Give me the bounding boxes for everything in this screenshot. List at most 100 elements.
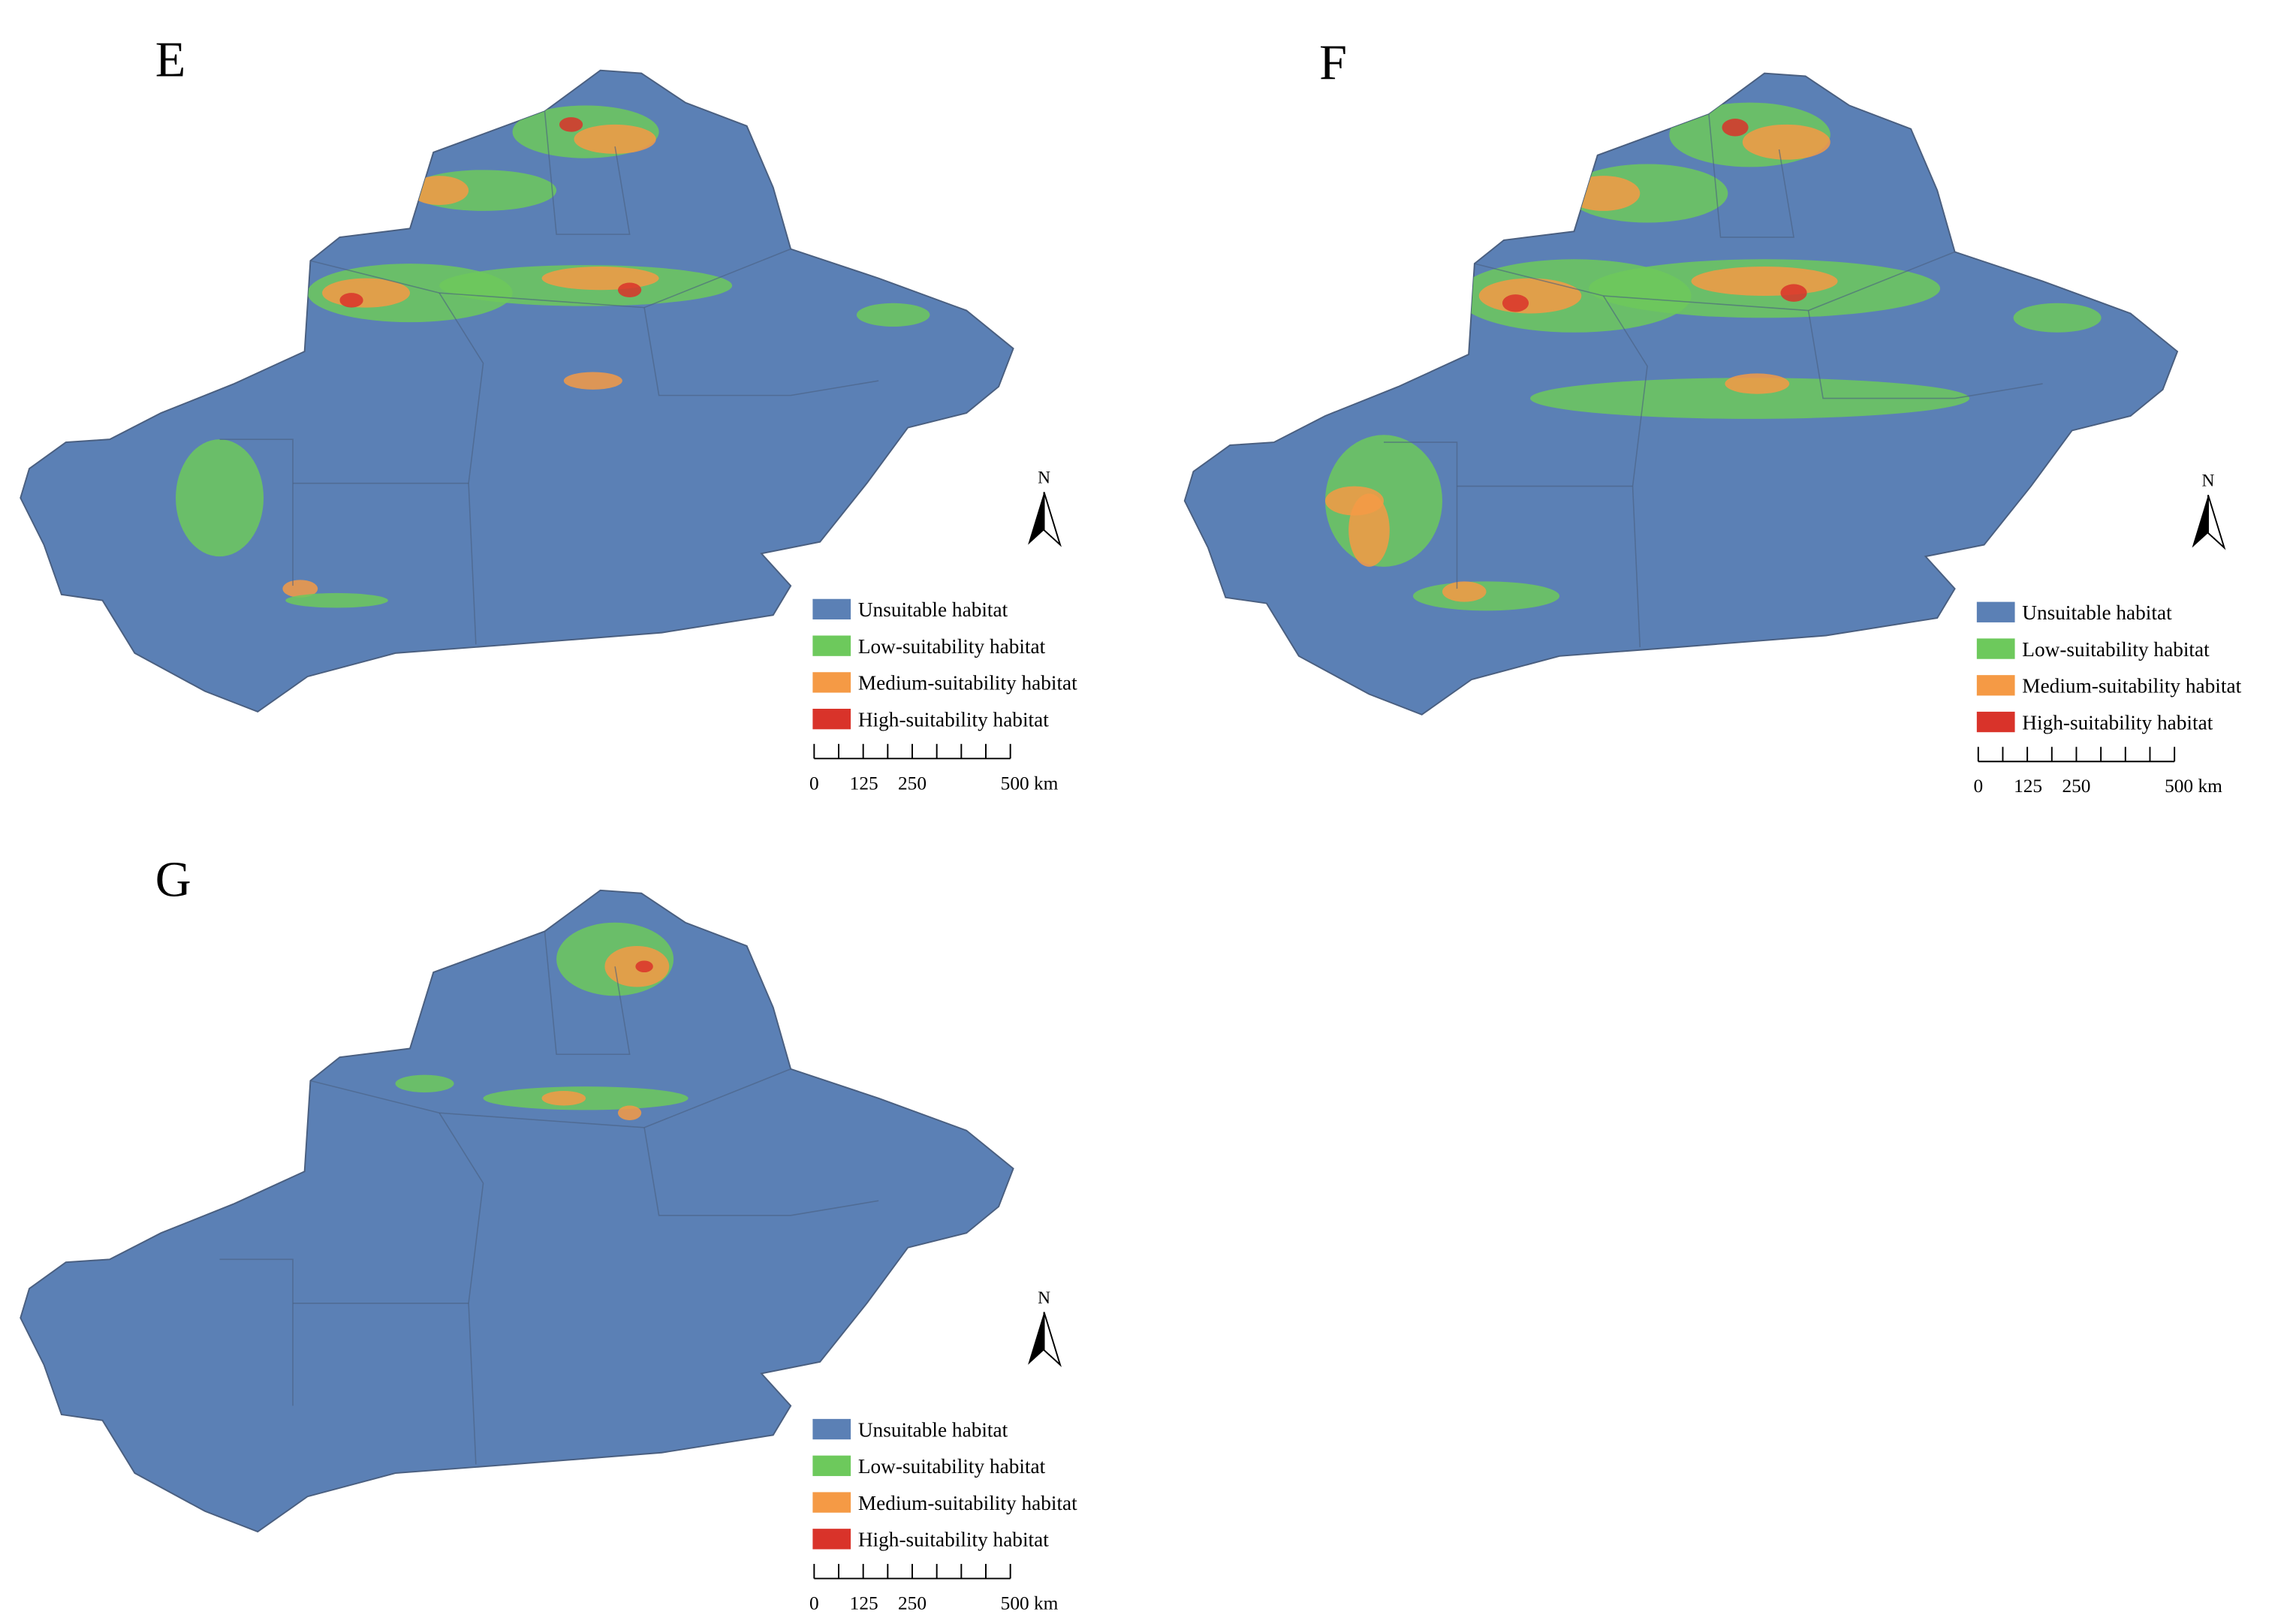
habitat-patch — [410, 176, 469, 206]
habitat-patches — [1324, 102, 2102, 611]
scale-label: 250 — [898, 773, 927, 794]
legend-swatch — [812, 1492, 851, 1513]
scale-label: 250 — [898, 1592, 927, 1613]
habitat-patch — [1478, 278, 1582, 314]
scale-label: 250 — [2062, 776, 2090, 797]
legend-label: High-suitability habitat — [2022, 711, 2213, 734]
admin-border — [438, 1112, 484, 1465]
legend-label: High-suitability habitat — [858, 708, 1049, 731]
north-arrow — [2192, 495, 2208, 548]
north-arrow — [1043, 1312, 1062, 1367]
admin-border — [643, 1127, 879, 1216]
scale-label: 0 — [809, 1592, 819, 1613]
habitat-patch — [1780, 284, 1807, 302]
habitat-patches — [176, 105, 930, 608]
panel-label: F — [1319, 35, 1347, 90]
scale-label: 500 km — [2165, 776, 2222, 797]
legend-label: High-suitability habitat — [858, 1529, 1049, 1551]
scale-label: 500 km — [1001, 1592, 1059, 1613]
habitat-patch — [395, 1074, 454, 1092]
map-panel: F N Unsuitable habitat Low-suitability habi… — [1183, 35, 2242, 797]
scale-label: 500 km — [1001, 773, 1059, 794]
admin-border — [643, 307, 879, 396]
habitat-patch — [282, 580, 318, 598]
habitat-patch — [618, 282, 642, 297]
legend-label: Medium-suitability habitat — [858, 672, 1077, 694]
admin-border — [1708, 114, 1794, 238]
habitat-patch — [618, 1105, 642, 1121]
habitat-patch — [1566, 176, 1641, 211]
habitat-patch — [563, 372, 622, 390]
legend-swatch — [1976, 601, 2015, 622]
legend-label: Medium-suitability habitat — [858, 1492, 1077, 1514]
scale-label: 125 — [2014, 776, 2042, 797]
legend-swatch — [1976, 711, 2015, 733]
habitat-patch — [285, 592, 388, 608]
north-arrow — [2207, 494, 2226, 550]
north-arrow — [1028, 492, 1044, 545]
legend-swatch — [812, 672, 851, 693]
legend-swatch — [1976, 675, 2015, 696]
scale-label: 0 — [809, 773, 819, 794]
region-outline — [20, 889, 1014, 1533]
habitat-patch — [574, 124, 656, 154]
admin-border — [219, 1258, 294, 1406]
north-label: N — [1038, 1288, 1050, 1308]
admin-border — [1602, 295, 1648, 648]
north-arrow — [1043, 492, 1062, 547]
habitat-patch — [339, 293, 363, 308]
legend-swatch — [812, 635, 851, 656]
map-panel: G N Unsuitable habitat Low-suitability habi… — [20, 853, 1077, 1613]
region-outline — [20, 69, 1014, 713]
scale-label: 0 — [1973, 776, 1983, 797]
legend-label: Unsuitable habitat — [2022, 601, 2172, 624]
habitat-patch — [1530, 378, 1970, 419]
legend-swatch — [812, 1418, 851, 1440]
admin-border — [1807, 310, 2043, 399]
legend-swatch — [812, 1529, 851, 1550]
legend-label: Unsuitable habitat — [858, 598, 1008, 621]
north-arrow — [1028, 1312, 1044, 1365]
habitat-patch — [635, 960, 653, 973]
habitat-patch — [1412, 581, 1560, 611]
admin-border — [1474, 251, 1955, 312]
habitat-patch — [541, 267, 659, 291]
admin-border — [219, 438, 294, 586]
panel-label: G — [155, 853, 191, 908]
map-panel: E N Unsuitable habitat Low-suitability habi… — [20, 32, 1077, 794]
admin-border — [544, 931, 631, 1056]
habitat-patch — [1348, 493, 1390, 567]
scale-label: 125 — [850, 773, 878, 794]
admin-border — [310, 1068, 791, 1128]
admin-border — [544, 111, 631, 235]
habitat-patch — [1725, 373, 1790, 394]
north-label: N — [2202, 472, 2215, 491]
habitat-patch — [559, 117, 583, 132]
habitat-patch — [1742, 124, 1830, 160]
habitat-patch — [1502, 294, 1529, 312]
legend-swatch — [1976, 638, 2015, 659]
admin-border — [310, 248, 791, 309]
habitat-patches — [395, 922, 688, 1121]
legend-swatch — [812, 598, 851, 620]
legend-label: Low-suitability habitat — [858, 1455, 1046, 1478]
habitat-patch — [541, 1091, 586, 1106]
admin-border — [438, 292, 484, 645]
habitat-patch — [1442, 581, 1487, 602]
admin-border — [1383, 441, 1458, 589]
habitat-patch — [1722, 119, 1749, 137]
habitat-patch — [176, 439, 264, 557]
legend-swatch — [812, 1455, 851, 1476]
panel-label: E — [155, 32, 186, 87]
north-label: N — [1038, 469, 1050, 488]
legend-label: Unsuitable habitat — [858, 1418, 1008, 1441]
legend-label: Low-suitability habitat — [2022, 638, 2210, 661]
legend-swatch — [812, 709, 851, 730]
legend-label: Medium-suitability habitat — [2022, 675, 2241, 698]
habitat-patch — [1691, 267, 1838, 297]
scale-label: 125 — [850, 1592, 878, 1613]
habitat-patch — [856, 303, 930, 327]
habitat-patch — [2013, 303, 2102, 333]
